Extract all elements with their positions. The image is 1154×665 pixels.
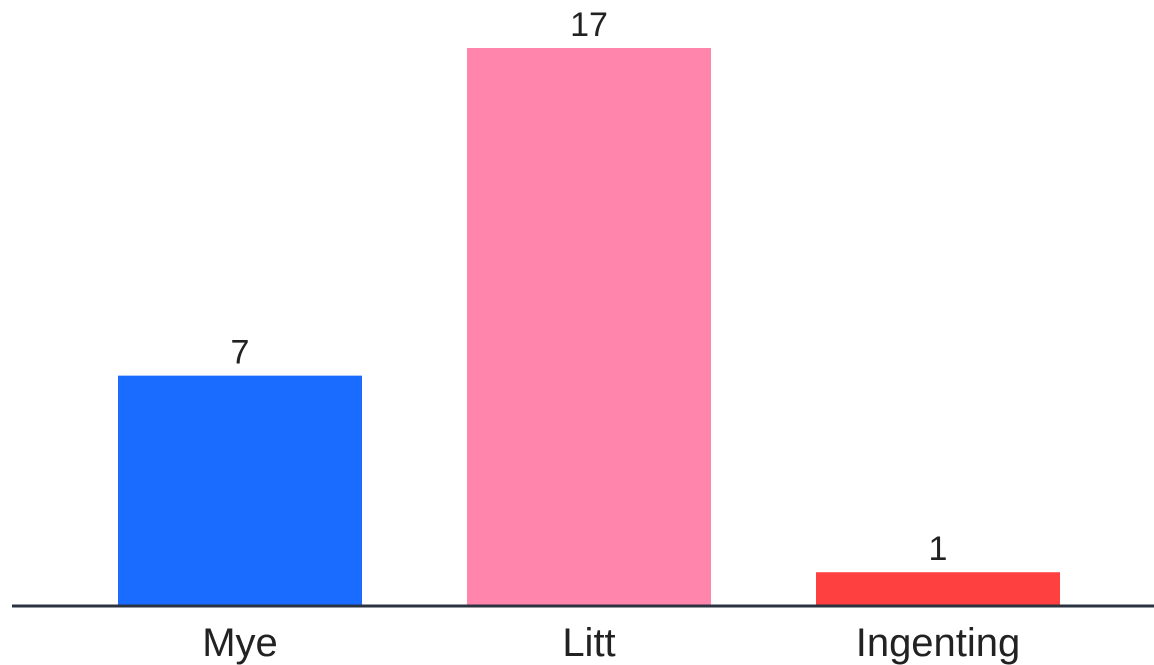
category-label-ingenting: Ingenting [856, 621, 1021, 665]
bar-ingenting [816, 572, 1060, 605]
bars-layer [118, 48, 1060, 605]
bar-litt [467, 48, 711, 605]
value-labels-layer: 7 17 1 [231, 6, 948, 568]
category-label-mye: Mye [202, 621, 278, 665]
value-label-mye: 7 [231, 334, 250, 372]
category-labels-layer: Mye Litt Ingenting [202, 621, 1020, 665]
value-label-ingenting: 1 [929, 530, 948, 568]
value-label-litt: 17 [570, 6, 608, 44]
category-label-litt: Litt [562, 621, 615, 665]
bar-mye [118, 375, 362, 605]
